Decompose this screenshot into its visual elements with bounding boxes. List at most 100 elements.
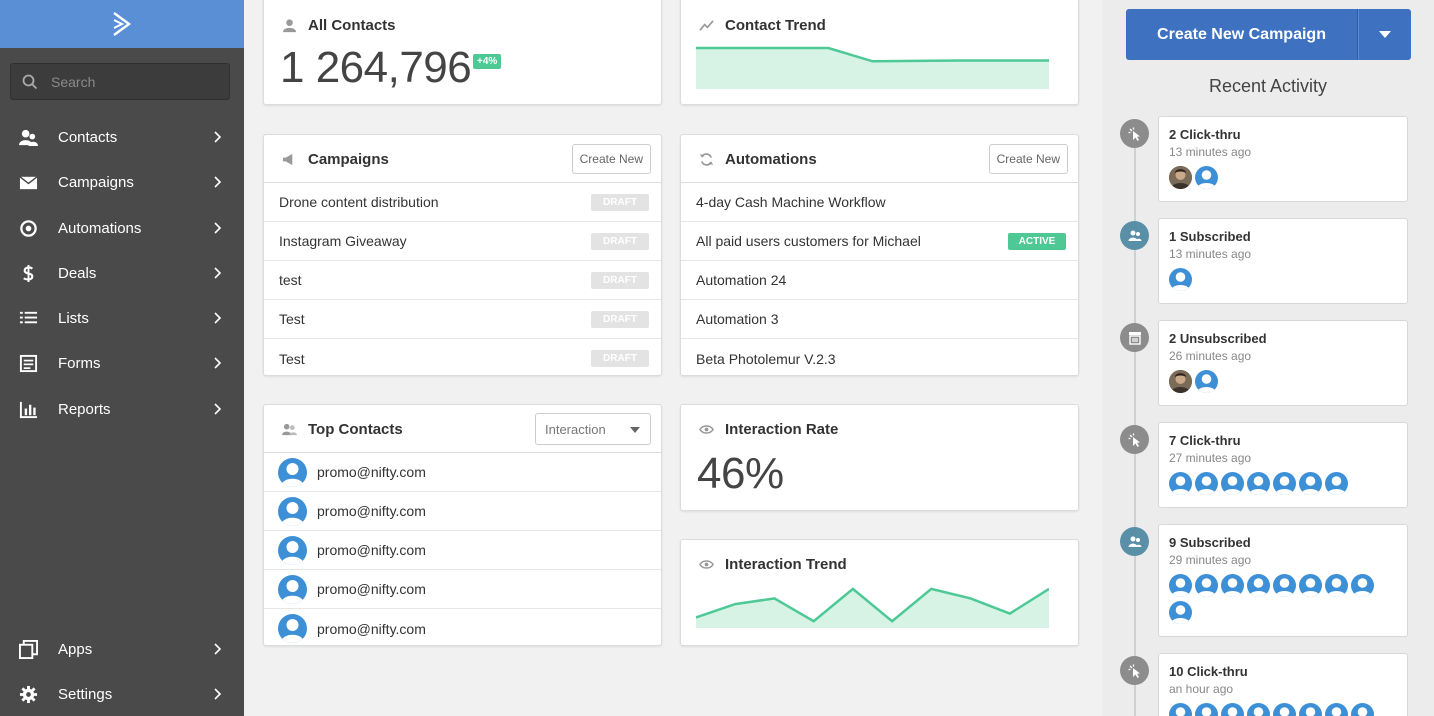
automation-row[interactable]: 4-day Cash Machine Workflow [681, 183, 1078, 222]
automation-row[interactable]: Beta Photolemur V.2.3 [681, 339, 1078, 378]
search-box[interactable] [10, 63, 230, 100]
search-icon [22, 74, 38, 89]
nav-apps[interactable]: Apps [0, 629, 244, 669]
create-automation-button[interactable]: Create New [988, 144, 1068, 174]
automation-row[interactable]: Automation 24 [681, 261, 1078, 300]
growth-badge: +4% [473, 54, 502, 69]
avatar[interactable] [1169, 601, 1192, 624]
campaign-row[interactable]: Instagram Giveaway DRAFT [264, 222, 661, 261]
chevron-right-icon [214, 312, 222, 324]
top-contacts-title: Top Contacts [308, 421, 403, 438]
contact-row[interactable]: promo@nifty.com [264, 570, 661, 609]
contact-email: promo@nifty.com [317, 503, 426, 519]
subscribe-icon [1120, 221, 1149, 250]
avatar[interactable] [1169, 166, 1192, 189]
avatar[interactable] [1273, 472, 1296, 495]
dollar-icon [18, 263, 38, 283]
avatar[interactable] [1247, 703, 1270, 716]
contact-row[interactable]: promo@nifty.com [264, 531, 661, 570]
contact-trend-header: Contact Trend [699, 17, 826, 34]
logo[interactable] [0, 0, 244, 48]
automations-list: 4-day Cash Machine Workflow All paid use… [681, 182, 1078, 378]
nav-settings[interactable]: Settings [0, 674, 244, 714]
interaction-trend-card[interactable]: Interaction Trend [680, 539, 1079, 646]
avatar [278, 614, 307, 643]
avatar[interactable] [1247, 472, 1270, 495]
contact-trend-card[interactable]: Contact Trend [680, 0, 1079, 105]
all-contacts-card[interactable]: All Contacts 1 264,796 +4% [263, 0, 662, 105]
activity-title: 2 Unsubscribed [1169, 331, 1267, 346]
sidebar: Contacts Campaigns Automations Deals Lis… [0, 0, 244, 716]
avatar[interactable] [1195, 574, 1218, 597]
avatar[interactable] [1169, 574, 1192, 597]
avatar[interactable] [1195, 703, 1218, 716]
form-icon [18, 353, 38, 373]
interaction-trend-area [696, 588, 1049, 628]
avatar[interactable] [1169, 703, 1192, 716]
activity-card[interactable]: 7 Click-thru 27 minutes ago [1158, 422, 1408, 508]
automation-name: Beta Photolemur V.2.3 [696, 350, 836, 367]
automation-row[interactable]: All paid users customers for Michael ACTI… [681, 222, 1078, 261]
interaction-select[interactable]: Interaction [535, 413, 651, 445]
contacts-icon [18, 127, 38, 147]
interaction-rate-card[interactable]: Interaction Rate 46% [680, 404, 1079, 511]
avatar[interactable] [1325, 703, 1348, 716]
activity-card[interactable]: 2 Click-thru 13 minutes ago [1158, 116, 1408, 202]
avatar [278, 496, 307, 526]
nav-lists[interactable]: Lists [0, 298, 244, 338]
nav-label-contacts: Contacts [58, 128, 118, 146]
avatar[interactable] [1299, 574, 1322, 597]
avatar[interactable] [1169, 370, 1192, 393]
eye-icon [699, 557, 715, 573]
campaign-row[interactable]: Test DRAFT [264, 339, 661, 378]
activity-card[interactable]: 2 Unsubscribed 26 minutes ago [1158, 320, 1408, 406]
avatar[interactable] [1273, 703, 1296, 716]
activity-title: 9 Subscribed [1169, 535, 1251, 550]
automation-row[interactable]: Automation 3 [681, 300, 1078, 339]
create-campaign-button[interactable]: Create New [571, 144, 651, 174]
nav-deals[interactable]: Deals [0, 253, 244, 293]
people-icon [282, 422, 298, 438]
avatar[interactable] [1351, 703, 1374, 716]
chevron-right-icon [214, 131, 222, 143]
subscribe-icon [1120, 527, 1149, 556]
activity-title: 10 Click-thru [1169, 664, 1248, 679]
avatar[interactable] [1169, 472, 1192, 495]
avatar[interactable] [1247, 574, 1270, 597]
avatar[interactable] [1195, 472, 1218, 495]
avatar[interactable] [1273, 574, 1296, 597]
avatar[interactable] [1221, 472, 1244, 495]
nav-campaigns[interactable]: Campaigns [0, 162, 244, 202]
contact-row[interactable]: promo@nifty.com [264, 609, 661, 648]
avatar[interactable] [1221, 703, 1244, 716]
nav-contacts[interactable]: Contacts [0, 117, 244, 157]
campaign-row[interactable]: Test DRAFT [264, 300, 661, 339]
activity-time: 13 minutes ago [1169, 145, 1252, 159]
nav-reports[interactable]: Reports [0, 389, 244, 429]
nav-automations[interactable]: Automations [0, 208, 244, 248]
cta-dropdown-button[interactable] [1358, 9, 1411, 60]
avatar[interactable] [1195, 370, 1218, 393]
avatar[interactable] [1325, 472, 1348, 495]
activity-card[interactable]: 1 Subscribed 13 minutes ago [1158, 218, 1408, 304]
create-new-campaign-button[interactable]: Create New Campaign [1126, 9, 1358, 60]
avatar[interactable] [1299, 703, 1322, 716]
contact-row[interactable]: promo@nifty.com [264, 453, 661, 492]
chevron-right-icon [214, 688, 222, 700]
search-input[interactable] [51, 73, 211, 90]
contact-row[interactable]: promo@nifty.com [264, 492, 661, 531]
avatar[interactable] [1221, 574, 1244, 597]
activity-card[interactable]: 10 Click-thru an hour ago [1158, 653, 1408, 716]
avatar[interactable] [1299, 472, 1322, 495]
campaign-row[interactable]: Drone content distribution DRAFT [264, 183, 661, 222]
contact-trend-title: Contact Trend [725, 17, 826, 34]
chevron-right-icon [214, 403, 222, 415]
avatar[interactable] [1325, 574, 1348, 597]
activity-card[interactable]: 9 Subscribed 29 minutes ago [1158, 524, 1408, 637]
campaign-row[interactable]: test DRAFT [264, 261, 661, 300]
contact-email: promo@nifty.com [317, 620, 426, 637]
avatar[interactable] [1169, 268, 1192, 291]
avatar[interactable] [1351, 574, 1374, 597]
nav-forms[interactable]: Forms [0, 343, 244, 383]
avatar[interactable] [1195, 166, 1218, 189]
